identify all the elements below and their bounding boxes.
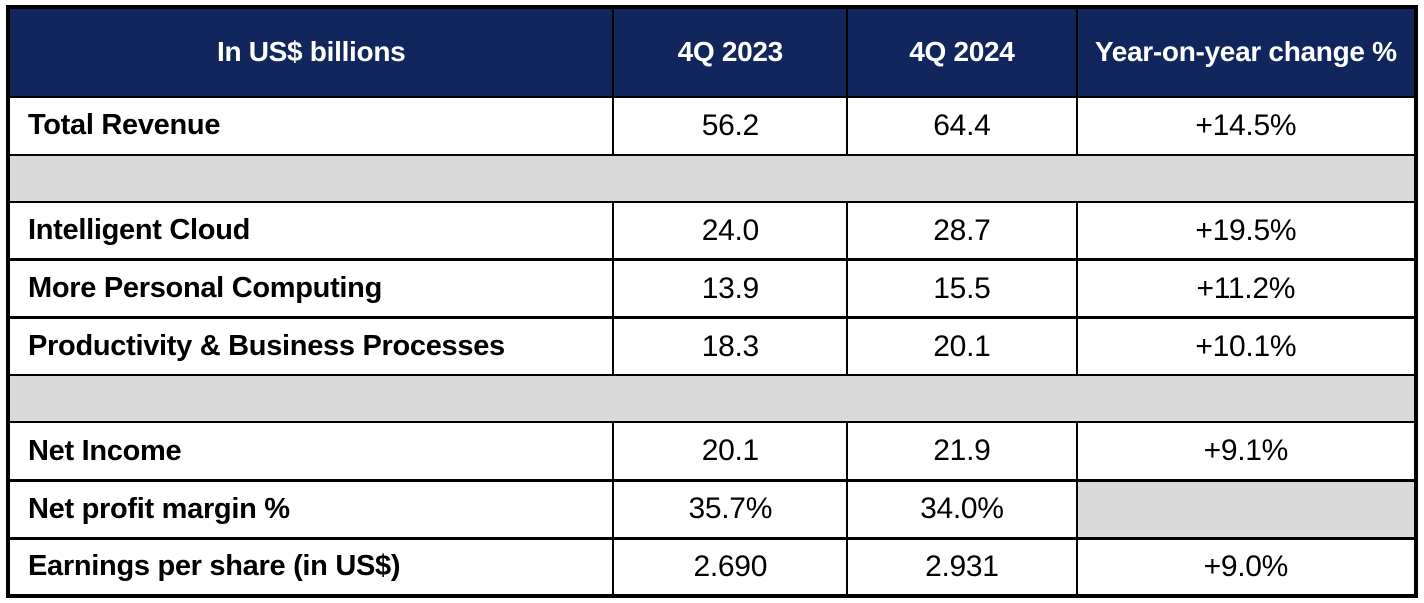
value-cell: 15.5 bbox=[846, 258, 1078, 319]
value-cell: 20.1 bbox=[612, 421, 849, 482]
value-cell: 64.4 bbox=[846, 96, 1078, 156]
table-row: Net Income 20.1 21.9 +9.1% bbox=[6, 421, 1418, 482]
value-cell: 20.1 bbox=[846, 316, 1078, 377]
value-cell: 2.931 bbox=[846, 536, 1078, 597]
header-cell-4q2024: 4Q 2024 bbox=[846, 6, 1078, 98]
value-cell: 24.0 bbox=[612, 200, 849, 261]
value-cell: +14.5% bbox=[1075, 96, 1418, 156]
empty-gray-cell bbox=[1075, 478, 1418, 540]
table-row: Intelligent Cloud 24.0 28.7 +19.5% bbox=[6, 200, 1418, 261]
row-label: Net Income bbox=[6, 421, 615, 482]
row-label: Earnings per share (in US$) bbox=[6, 536, 615, 597]
row-label: Intelligent Cloud bbox=[6, 200, 615, 261]
value-cell: +11.2% bbox=[1075, 258, 1418, 319]
row-label: Total Revenue bbox=[6, 96, 615, 156]
spacer-cell bbox=[8, 374, 1416, 424]
value-cell: 13.9 bbox=[612, 258, 849, 319]
table-row: Net profit margin % 35.7% 34.0% bbox=[6, 478, 1418, 540]
header-cell-4q2023: 4Q 2023 bbox=[612, 6, 849, 98]
row-label: Productivity & Business Processes bbox=[6, 316, 615, 377]
value-cell: 35.7% bbox=[612, 478, 849, 540]
table-row: Earnings per share (in US$) 2.690 2.931 +9.… bbox=[6, 536, 1418, 597]
table-row: More Personal Computing 13.9 15.5 +11.2% bbox=[6, 258, 1418, 319]
table-row: Productivity & Business Processes 18.3 20.… bbox=[6, 316, 1418, 377]
row-label: Net profit margin % bbox=[6, 478, 615, 540]
spacer-cell bbox=[8, 153, 1416, 203]
value-cell: +9.1% bbox=[1075, 421, 1418, 482]
financial-results-table: In US$ billions 4Q 2023 4Q 2024 Year-on-… bbox=[6, 5, 1418, 598]
value-cell: 21.9 bbox=[846, 421, 1078, 482]
value-cell: 18.3 bbox=[612, 316, 849, 377]
spacer-row bbox=[8, 374, 1416, 424]
value-cell: 56.2 bbox=[612, 96, 849, 156]
value-cell: +9.0% bbox=[1075, 536, 1418, 597]
table-header: In US$ billions 4Q 2023 4Q 2024 Year-on-… bbox=[6, 6, 1418, 98]
header-cell-metric: In US$ billions bbox=[6, 6, 615, 98]
table-body: Total Revenue 56.2 64.4 +14.5% Intelligent C… bbox=[6, 96, 1418, 597]
value-cell: 28.7 bbox=[846, 200, 1078, 261]
value-cell: +19.5% bbox=[1075, 200, 1418, 261]
table-row: Total Revenue 56.2 64.4 +14.5% bbox=[6, 96, 1418, 156]
spacer-row bbox=[8, 153, 1416, 203]
header-cell-yoy-change: Year-on-year change % bbox=[1075, 6, 1418, 98]
value-cell: 2.690 bbox=[612, 536, 849, 597]
row-label: More Personal Computing bbox=[6, 258, 615, 319]
header-row: In US$ billions 4Q 2023 4Q 2024 Year-on-… bbox=[6, 6, 1418, 98]
value-cell: +10.1% bbox=[1075, 316, 1418, 377]
value-cell: 34.0% bbox=[846, 478, 1078, 540]
